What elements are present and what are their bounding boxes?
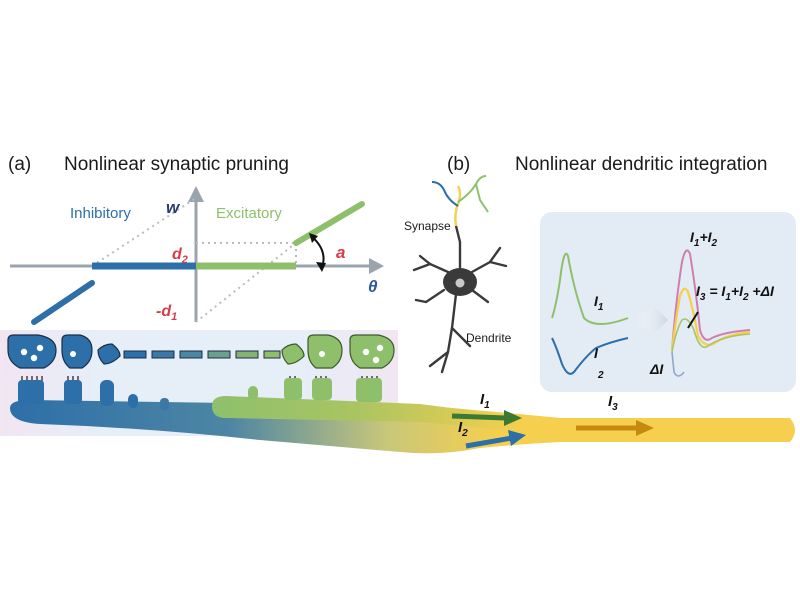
delta-pointer [687, 311, 699, 329]
partial-green-waveform [671, 318, 751, 353]
spine-inhibitory-stub [128, 394, 138, 408]
current-i3-label: I3 [608, 393, 618, 413]
current-arrows: I1 I2 I3 [451, 391, 654, 449]
theta-axis-arrow-icon [369, 258, 384, 274]
panel-b-title: Nonlinear dendritic integration [515, 154, 767, 175]
current-i1-waveform [551, 252, 629, 325]
integration-arrow-icon [636, 302, 668, 338]
d1-label: -d1 [156, 303, 177, 323]
spine-inhibitory-stub [160, 398, 169, 410]
vesicle [20, 348, 28, 356]
vesicle [319, 351, 325, 357]
vesicle [376, 344, 384, 352]
pruned-link [235, 350, 259, 359]
neuron-dendrites [412, 224, 508, 374]
angle-arrow-bottom-icon [316, 262, 326, 272]
waveform-i1-label: I1 [594, 293, 604, 313]
sum-label: I1+I2 [690, 229, 718, 249]
spine-inhibitory [100, 380, 114, 406]
vesicle [372, 356, 380, 364]
a-label: a [336, 243, 345, 262]
w-axis-arrow-icon [188, 186, 204, 202]
current-i1-arrowhead-icon [504, 410, 522, 426]
equation-label: I3 = I1+I2 +ΔI [696, 283, 775, 303]
current-i1-arrow [451, 413, 507, 421]
d2-label: d2 [172, 246, 188, 266]
presynaptic-terminals [7, 334, 395, 369]
neuron-nucleus [455, 278, 465, 288]
excitatory-branch [212, 396, 520, 432]
vesicle [36, 344, 44, 352]
current-i2-arrow [465, 435, 513, 449]
vesicle [30, 354, 38, 362]
current-i2-label: I2 [458, 419, 468, 439]
dendrite-label: Dendrite [466, 331, 512, 345]
theta-axis-label: θ [368, 277, 378, 296]
terminal-inhibitory-3 [97, 343, 121, 365]
spine-excitatory [356, 378, 382, 402]
terminal-inhibitory-1 [7, 334, 57, 369]
w-axis-label: w [166, 198, 181, 217]
axon-excitatory [457, 175, 487, 203]
pruned-link [151, 350, 175, 359]
neuron-illustration: Synapse Dendrite [404, 175, 512, 374]
spine-excitatory [284, 378, 302, 400]
spine-excitatory-stub [248, 386, 258, 400]
waveform-i2-label: I2 [594, 345, 604, 381]
partial-blue-waveform [671, 351, 685, 377]
pruned-link [123, 350, 147, 359]
terminal-excitatory-3 [349, 334, 395, 369]
synapse-label: Synapse [404, 219, 451, 233]
vesicle [362, 348, 370, 356]
current-i1-label: I1 [480, 391, 490, 411]
panel-a-letter: (a) [8, 154, 31, 175]
main-dendrite [10, 400, 795, 454]
angle-arrow-top-icon [309, 233, 318, 243]
panel-a-title: Nonlinear synaptic pruning [64, 154, 289, 175]
panel-b-letter: (b) [447, 154, 470, 175]
pruning-graph: Inhibitory Excitatory w θ a d2 -d1 [10, 186, 384, 325]
spine-inhibitory [18, 380, 44, 404]
inhibitory-slope [31, 280, 95, 325]
current-i2-arrowhead-icon [508, 430, 526, 446]
spine-inhibitory [64, 380, 82, 404]
dendrite-tip [454, 185, 462, 227]
axon-inhibitory [431, 181, 459, 207]
summed-i1-plus-i2-waveform [671, 249, 751, 351]
integration-panel [540, 212, 796, 392]
excitatory-guide [195, 245, 293, 323]
terminal-inhibitory-2 [61, 334, 93, 369]
current-i3-arrowhead-icon [636, 420, 654, 436]
vesicle [70, 351, 76, 357]
spine-excitatory [312, 378, 332, 400]
excitatory-label: Excitatory [216, 205, 282, 222]
excitatory-slope [293, 201, 365, 246]
pruned-link [263, 350, 281, 359]
axon-excitatory-branch [475, 183, 489, 213]
current-i2-waveform [551, 337, 629, 375]
pruned-link [207, 350, 231, 359]
delta-label: ΔI [649, 361, 664, 377]
terminal-excitatory-2 [307, 334, 343, 369]
inhibitory-label: Inhibitory [70, 205, 131, 222]
integration-box: I1 I2 I1+I2 I3 = I1+I2 +ΔI ΔI [540, 212, 796, 392]
dendrite-trunk [10, 378, 795, 454]
terminal-excitatory-1 [281, 343, 305, 365]
inhibitory-guide [91, 197, 197, 267]
pruned-link [179, 350, 203, 359]
